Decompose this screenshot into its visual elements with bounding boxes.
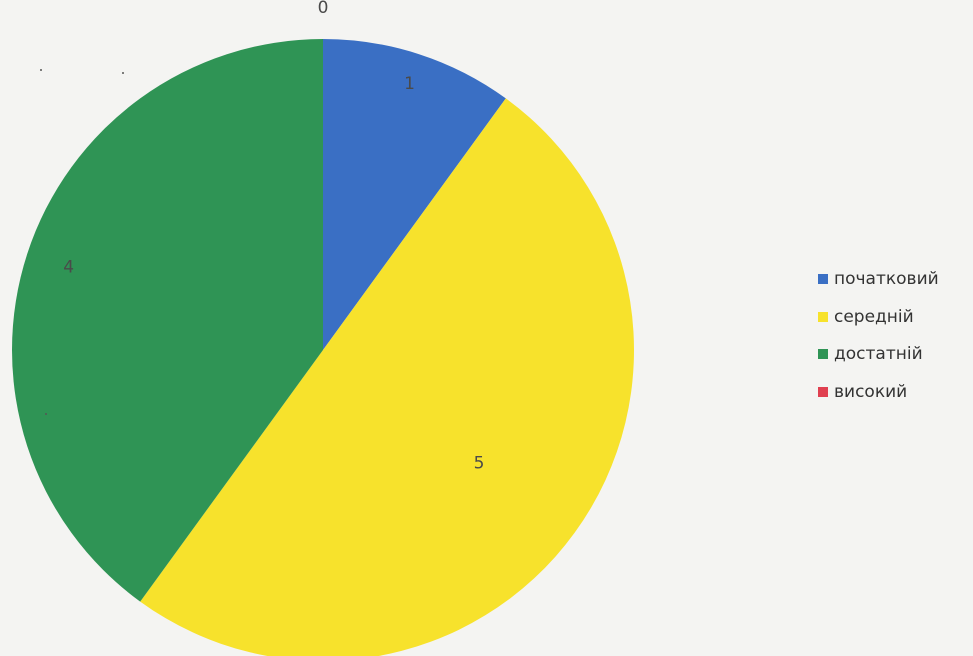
scan-speck	[45, 413, 47, 415]
scan-speck	[122, 72, 124, 74]
scan-speck	[40, 69, 42, 71]
legend-item-1: початковий	[818, 266, 973, 292]
legend-label: достатній	[834, 344, 923, 364]
pie-slice-3	[12, 39, 324, 602]
data-label-1: 1	[404, 74, 415, 94]
legend-label: початковий	[834, 269, 939, 289]
legend-swatch	[818, 311, 828, 322]
data-label-4: 0	[318, 0, 329, 18]
data-label-3: 4	[63, 257, 74, 277]
legend-item-4: високий	[818, 379, 973, 405]
legend-item-3: достатній	[818, 341, 973, 367]
chart-legend: початковий середній достатній високий	[818, 266, 973, 416]
data-label-2: 5	[474, 453, 485, 473]
pie-slice-2	[140, 98, 634, 656]
legend-label: середній	[834, 306, 914, 327]
legend-item-2: середній	[818, 304, 973, 330]
legend-swatch	[818, 349, 828, 359]
legend-swatch	[818, 274, 828, 284]
legend-swatch	[818, 386, 828, 397]
legend-label: високий	[834, 381, 908, 402]
pie-slice-1	[323, 39, 506, 350]
